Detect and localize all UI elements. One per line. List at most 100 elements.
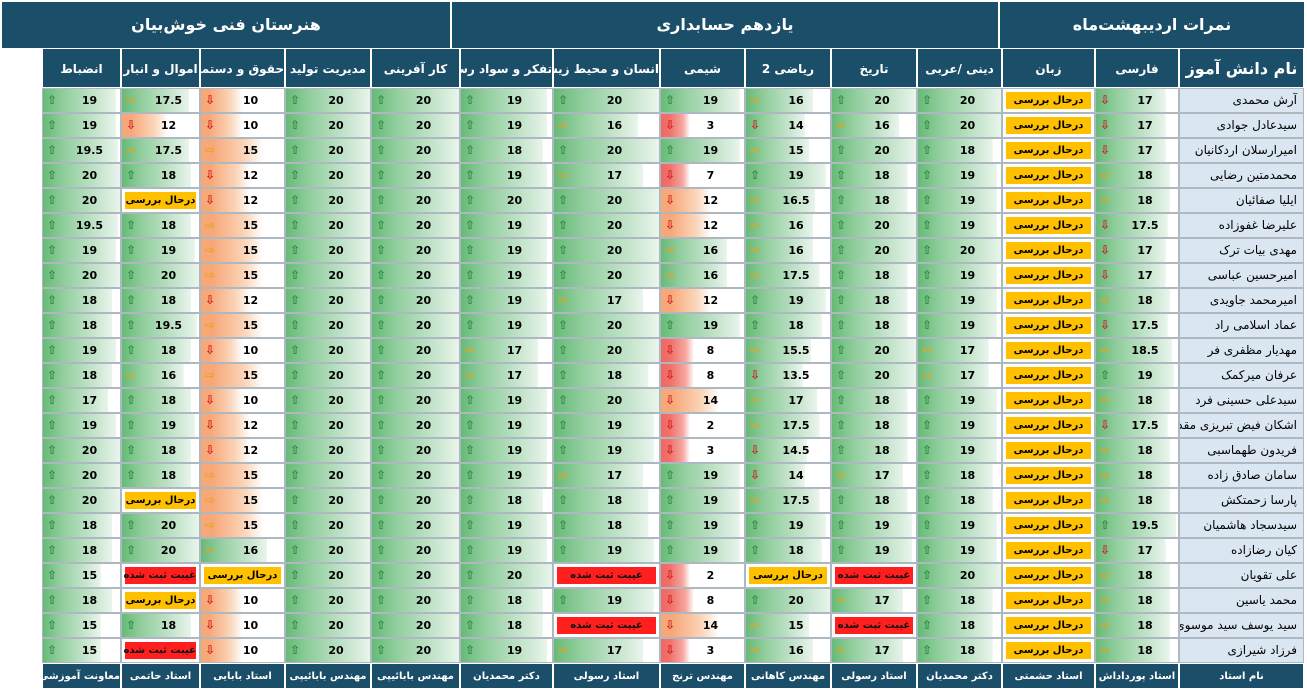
grade-cell-tarikh[interactable]: ⇧ 18 xyxy=(831,488,917,513)
grade-cell-amval[interactable]: درحال بررسی xyxy=(121,188,200,213)
grade-cell-dini[interactable]: ⇧ 18 xyxy=(917,638,1002,663)
grade-cell-farsi[interactable]: ⇨ 18 xyxy=(1095,163,1179,188)
grade-cell-zaban[interactable]: درحال بررسی xyxy=(1002,113,1095,138)
grade-cell-dini[interactable]: ⇧ 20 xyxy=(917,88,1002,113)
grade-cell-tafakor[interactable]: ⇧ 19 xyxy=(460,638,553,663)
grade-cell-hoghogh[interactable]: ⇨ 15 xyxy=(200,138,285,163)
grade-cell-karafarini[interactable]: ⇧ 20 xyxy=(371,213,460,238)
grade-cell-farsi[interactable]: ⇨ 18 xyxy=(1095,188,1179,213)
grade-cell-karafarini[interactable]: ⇧ 20 xyxy=(371,463,460,488)
grade-cell-shimi[interactable]: ⇧ 19 xyxy=(660,463,745,488)
grade-cell-tarikh[interactable]: ⇨ 16 xyxy=(831,113,917,138)
grade-cell-dini[interactable]: ⇧ 19 xyxy=(917,438,1002,463)
grade-cell-shimi[interactable]: ⇩ 2 xyxy=(660,413,745,438)
grade-cell-riazi[interactable]: ⇧ 18 xyxy=(745,538,831,563)
grade-cell-ensan[interactable]: ⇧ 20 xyxy=(553,238,660,263)
grade-cell-modiriat[interactable]: ⇧ 20 xyxy=(285,238,371,263)
grade-cell-farsi[interactable]: ⇨ 18 xyxy=(1095,563,1179,588)
grade-cell-hoghogh[interactable]: ⇩ 12 xyxy=(200,288,285,313)
grade-cell-karafarini[interactable]: ⇧ 20 xyxy=(371,438,460,463)
grade-cell-tarikh[interactable]: ⇧ 18 xyxy=(831,188,917,213)
grade-cell-tarikh[interactable]: ⇧ 20 xyxy=(831,363,917,388)
grade-cell-enzebat[interactable]: ⇧ 19.5 xyxy=(42,138,121,163)
grade-cell-dini[interactable]: ⇧ 20 xyxy=(917,113,1002,138)
grade-cell-enzebat[interactable]: ⇧ 18 xyxy=(42,288,121,313)
grade-cell-shimi[interactable]: ⇩ 8 xyxy=(660,363,745,388)
grade-cell-modiriat[interactable]: ⇧ 20 xyxy=(285,538,371,563)
grade-cell-dini[interactable]: ⇧ 18 xyxy=(917,463,1002,488)
grade-cell-riazi[interactable]: ⇨ 16 xyxy=(745,238,831,263)
grade-cell-ensan[interactable]: ⇨ 17 xyxy=(553,463,660,488)
grade-cell-farsi[interactable]: ⇧ 19.5 xyxy=(1095,513,1179,538)
grade-cell-dini[interactable]: ⇧ 19 xyxy=(917,188,1002,213)
grade-cell-amval[interactable]: ⇧ 18 xyxy=(121,438,200,463)
grade-cell-riazi[interactable]: درحال بررسی xyxy=(745,563,831,588)
grade-cell-amval[interactable]: ⇧ 18 xyxy=(121,613,200,638)
grade-cell-enzebat[interactable]: ⇧ 19 xyxy=(42,238,121,263)
grade-cell-zaban[interactable]: درحال بررسی xyxy=(1002,88,1095,113)
grade-cell-shimi[interactable]: ⇩ 14 xyxy=(660,388,745,413)
grade-cell-tarikh[interactable]: ⇧ 19 xyxy=(831,538,917,563)
grade-cell-amval[interactable]: غیبت ثبت شده xyxy=(121,638,200,663)
grade-cell-shimi[interactable]: ⇩ 12 xyxy=(660,288,745,313)
grade-cell-ensan[interactable]: ⇧ 20 xyxy=(553,313,660,338)
grade-cell-farsi[interactable]: ⇧ 19 xyxy=(1095,363,1179,388)
grade-cell-ensan[interactable]: ⇧ 19 xyxy=(553,438,660,463)
grade-cell-zaban[interactable]: درحال بررسی xyxy=(1002,188,1095,213)
grade-cell-karafarini[interactable]: ⇧ 20 xyxy=(371,188,460,213)
grade-cell-shimi[interactable]: ⇧ 19 xyxy=(660,538,745,563)
grade-cell-riazi[interactable]: ⇨ 17.5 xyxy=(745,263,831,288)
grade-cell-enzebat[interactable]: ⇧ 18 xyxy=(42,513,121,538)
grade-cell-karafarini[interactable]: ⇧ 20 xyxy=(371,538,460,563)
grade-cell-hoghogh[interactable]: ⇩ 12 xyxy=(200,188,285,213)
grade-cell-dini[interactable]: ⇧ 19 xyxy=(917,163,1002,188)
grade-cell-riazi[interactable]: ⇨ 17.5 xyxy=(745,413,831,438)
grade-cell-zaban[interactable]: درحال بررسی xyxy=(1002,588,1095,613)
grade-cell-hoghogh[interactable]: ⇩ 10 xyxy=(200,338,285,363)
grade-cell-tarikh[interactable]: ⇧ 18 xyxy=(831,163,917,188)
grade-cell-tarikh[interactable]: ⇨ 17 xyxy=(831,588,917,613)
grade-cell-hoghogh[interactable]: ⇨ 15 xyxy=(200,213,285,238)
grade-cell-karafarini[interactable]: ⇧ 20 xyxy=(371,588,460,613)
grade-cell-enzebat[interactable]: ⇧ 19 xyxy=(42,113,121,138)
grade-cell-amval[interactable]: ⇧ 20 xyxy=(121,263,200,288)
grade-cell-hoghogh[interactable]: درحال بررسی xyxy=(200,563,285,588)
grade-cell-shimi[interactable]: ⇧ 19 xyxy=(660,488,745,513)
grade-cell-shimi[interactable]: ⇨ 16 xyxy=(660,263,745,288)
grade-cell-modiriat[interactable]: ⇧ 20 xyxy=(285,463,371,488)
grade-cell-farsi[interactable]: ⇩ 17 xyxy=(1095,138,1179,163)
grade-cell-dini[interactable]: ⇧ 19 xyxy=(917,263,1002,288)
grade-cell-hoghogh[interactable]: ⇨ 15 xyxy=(200,238,285,263)
grade-cell-tarikh[interactable]: غیبت ثبت شده xyxy=(831,563,917,588)
grade-cell-enzebat[interactable]: ⇧ 20 xyxy=(42,188,121,213)
grade-cell-amval[interactable]: ⇧ 18 xyxy=(121,388,200,413)
grade-cell-tafakor[interactable]: ⇧ 19 xyxy=(460,413,553,438)
grade-cell-modiriat[interactable]: ⇧ 20 xyxy=(285,438,371,463)
grade-cell-amval[interactable]: درحال بررسی xyxy=(121,488,200,513)
grade-cell-ensan[interactable]: ⇨ 17 xyxy=(553,638,660,663)
grade-cell-enzebat[interactable]: ⇧ 18 xyxy=(42,538,121,563)
grade-cell-riazi[interactable]: ⇩ 14 xyxy=(745,463,831,488)
grade-cell-tafakor[interactable]: ⇧ 19 xyxy=(460,438,553,463)
grade-cell-modiriat[interactable]: ⇧ 20 xyxy=(285,88,371,113)
grade-cell-tafakor[interactable]: ⇧ 19 xyxy=(460,388,553,413)
grade-cell-zaban[interactable]: درحال بررسی xyxy=(1002,513,1095,538)
grade-cell-ensan[interactable]: ⇧ 18 xyxy=(553,488,660,513)
grade-cell-tafakor[interactable]: ⇧ 19 xyxy=(460,538,553,563)
grade-cell-riazi[interactable]: ⇧ 19 xyxy=(745,288,831,313)
grade-cell-riazi[interactable]: ⇧ 19 xyxy=(745,163,831,188)
grade-cell-zaban[interactable]: درحال بررسی xyxy=(1002,138,1095,163)
grade-cell-shimi[interactable]: ⇨ 16 xyxy=(660,238,745,263)
grade-cell-ensan[interactable]: ⇧ 18 xyxy=(553,363,660,388)
grade-cell-karafarini[interactable]: ⇧ 20 xyxy=(371,288,460,313)
grade-cell-karafarini[interactable]: ⇧ 20 xyxy=(371,613,460,638)
grade-cell-karafarini[interactable]: ⇧ 20 xyxy=(371,238,460,263)
grade-cell-enzebat[interactable]: ⇧ 18 xyxy=(42,313,121,338)
grade-cell-shimi[interactable]: ⇩ 12 xyxy=(660,188,745,213)
grade-cell-modiriat[interactable]: ⇧ 20 xyxy=(285,288,371,313)
grade-cell-modiriat[interactable]: ⇧ 20 xyxy=(285,138,371,163)
grade-cell-enzebat[interactable]: ⇧ 15 xyxy=(42,638,121,663)
grade-cell-riazi[interactable]: ⇨ 16 xyxy=(745,638,831,663)
grade-cell-modiriat[interactable]: ⇧ 20 xyxy=(285,113,371,138)
grade-cell-tafakor[interactable]: ⇧ 19 xyxy=(460,238,553,263)
